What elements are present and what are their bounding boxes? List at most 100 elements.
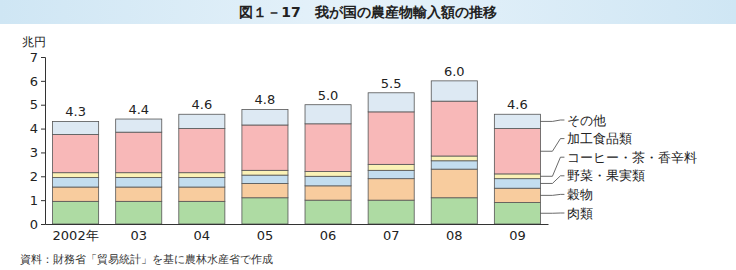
legend-leader <box>540 194 564 196</box>
bar-segment <box>368 164 414 170</box>
bar-segment <box>53 187 99 201</box>
y-tick-mark <box>41 129 45 130</box>
y-tick-mark <box>41 152 45 153</box>
x-tick: 2002年 <box>53 228 99 243</box>
bar-segment <box>431 169 477 198</box>
y-tick-label: 7 <box>30 50 38 65</box>
y-tick: 0 <box>30 217 45 232</box>
total-label: 4.8 <box>255 92 276 107</box>
bar-segment <box>368 170 414 178</box>
bar-segment <box>431 161 477 169</box>
x-tick: 05 <box>257 228 274 243</box>
y-tick: 2 <box>30 169 45 184</box>
legend-leader <box>540 139 564 152</box>
x-tick: 03 <box>130 228 147 243</box>
total-label: 4.4 <box>128 102 149 117</box>
legend-label: その他 <box>567 113 606 128</box>
bar-segment <box>368 93 414 112</box>
y-tick-label: 5 <box>30 97 38 112</box>
legend-label: 加工食品類 <box>567 131 632 146</box>
x-tick-label: 03 <box>130 228 147 243</box>
bar-segment <box>431 101 477 156</box>
total-label: 4.6 <box>191 97 212 112</box>
bar-segment <box>179 114 225 128</box>
x-axis-line <box>46 224 549 225</box>
title-band <box>0 0 736 24</box>
bar-segment <box>431 156 477 161</box>
y-tick-mark <box>41 224 45 225</box>
bar-segment <box>242 170 288 175</box>
x-tick: 07 <box>383 228 400 243</box>
bar-segment <box>305 105 351 124</box>
legend-leader <box>540 176 564 184</box>
bar-segment <box>179 177 225 187</box>
source-note: 資料：財務省「貿易統計」を基に農林水産省で作成 <box>20 253 273 265</box>
bar-segment <box>179 129 225 173</box>
legend-leader <box>540 157 564 176</box>
x-tick: 06 <box>320 228 337 243</box>
bar-segment <box>116 119 162 132</box>
y-axis: 0 1 2 3 4 5 6 7 <box>30 50 46 232</box>
bar-segment <box>53 173 99 178</box>
bar-segment <box>494 129 540 174</box>
y-tick-label: 1 <box>30 193 38 208</box>
y-tick-label: 4 <box>30 121 38 136</box>
bar-segment <box>179 187 225 201</box>
bar-segment <box>179 173 225 178</box>
legend-label: 野菜・果実類 <box>567 168 645 183</box>
bar-segment <box>431 198 477 224</box>
legend-label: 肉類 <box>567 206 593 221</box>
bar-segment <box>116 173 162 178</box>
y-axis-title: 兆円 <box>22 35 46 49</box>
bar-segment <box>242 109 288 125</box>
bar-segment <box>305 200 351 224</box>
y-tick: 5 <box>30 97 45 112</box>
y-tick-label: 3 <box>30 145 38 160</box>
series-4 <box>53 101 541 174</box>
bar-segment <box>305 186 351 200</box>
total-label: 4.3 <box>65 104 86 119</box>
x-tick-label: 05 <box>257 228 274 243</box>
x-tick-label: 06 <box>320 228 337 243</box>
y-tick: 1 <box>30 193 45 208</box>
bar-segment <box>494 188 540 202</box>
y-tick-mark <box>41 105 45 106</box>
bar-segment <box>368 179 414 200</box>
x-axis: 2002年 03 04 05 06 07 08 09 <box>46 225 549 244</box>
bar-segment <box>242 183 288 197</box>
totals: 4.34.44.64.85.05.56.04.6 <box>65 64 527 120</box>
y-tick: 6 <box>30 74 45 89</box>
y-tick-mark <box>41 176 45 177</box>
bar-segment <box>494 174 540 179</box>
bar-segment <box>305 172 351 177</box>
bar-segment <box>116 201 162 224</box>
x-tick-label: 09 <box>509 228 526 243</box>
bar-segment <box>53 177 99 187</box>
series-5 <box>53 81 541 135</box>
bar-segment <box>368 200 414 224</box>
x-tick: 08 <box>446 228 463 243</box>
legend-label: 穀物 <box>567 187 593 202</box>
bar-segment <box>53 135 99 173</box>
total-label: 5.5 <box>381 76 402 91</box>
bar-segment <box>494 114 540 128</box>
bar-segment <box>305 176 351 186</box>
legend: 肉類 穀物 野菜・果実類 コーヒー・茶・香辛料加工食品類 その他 <box>540 113 697 221</box>
total-label: 5.0 <box>318 88 339 103</box>
chart: 図１－17 我が国の農産物輸入額の推移4.34.44.64.85.05.56.0… <box>0 0 736 270</box>
bar-segment <box>53 201 99 224</box>
y-tick: 7 <box>30 50 45 65</box>
bars <box>53 81 541 224</box>
bar-segment <box>116 132 162 173</box>
bar-segment <box>242 125 288 170</box>
y-tick: 3 <box>30 145 45 160</box>
y-tick-label: 2 <box>30 169 38 184</box>
y-tick-mark <box>41 81 45 82</box>
title: 図１－17 我が国の農産物輸入額の推移 <box>239 4 496 20</box>
total-label: 4.6 <box>507 97 528 112</box>
bar-segment <box>179 201 225 224</box>
bar-segment <box>494 203 540 224</box>
x-tick-label: 04 <box>194 228 211 243</box>
bar-segment <box>53 121 99 134</box>
legend-label: コーヒー・茶・香辛料 <box>567 150 697 165</box>
